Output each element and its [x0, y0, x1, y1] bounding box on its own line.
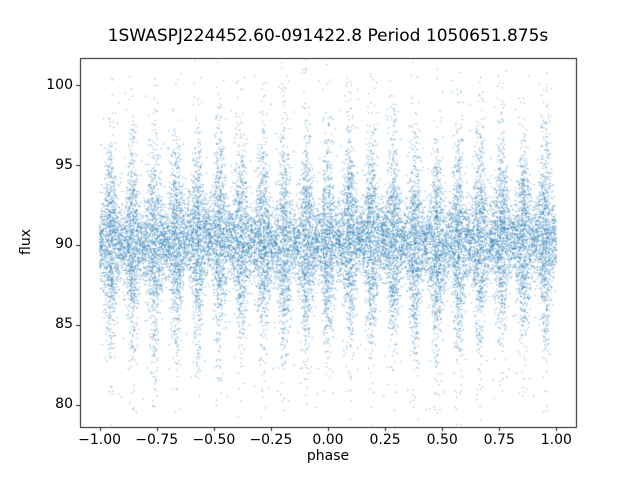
- x-tick-label: 0.25: [369, 432, 401, 448]
- y-tick-label: 80: [55, 396, 73, 413]
- chart-title: 1SWASPJ224452.60-091422.8 Period 1050651…: [107, 26, 549, 46]
- x-tick-label: 0.00: [312, 432, 344, 448]
- x-tick-label: 1.00: [540, 432, 572, 448]
- x-axis-label: phase: [306, 448, 350, 464]
- y-tick-label: 100: [46, 76, 73, 93]
- x-tick-label: −0.50: [192, 432, 236, 448]
- x-tick-label: −0.75: [135, 432, 179, 448]
- y-tick-label: 95: [55, 156, 73, 173]
- x-tick-label: −0.25: [249, 432, 293, 448]
- x-tick-label: −1.00: [78, 432, 122, 448]
- y-tick-label: 85: [55, 316, 73, 333]
- x-tick-label: 0.50: [426, 432, 458, 448]
- x-tick-label: 0.75: [483, 432, 515, 448]
- y-tick-label: 90: [55, 236, 73, 253]
